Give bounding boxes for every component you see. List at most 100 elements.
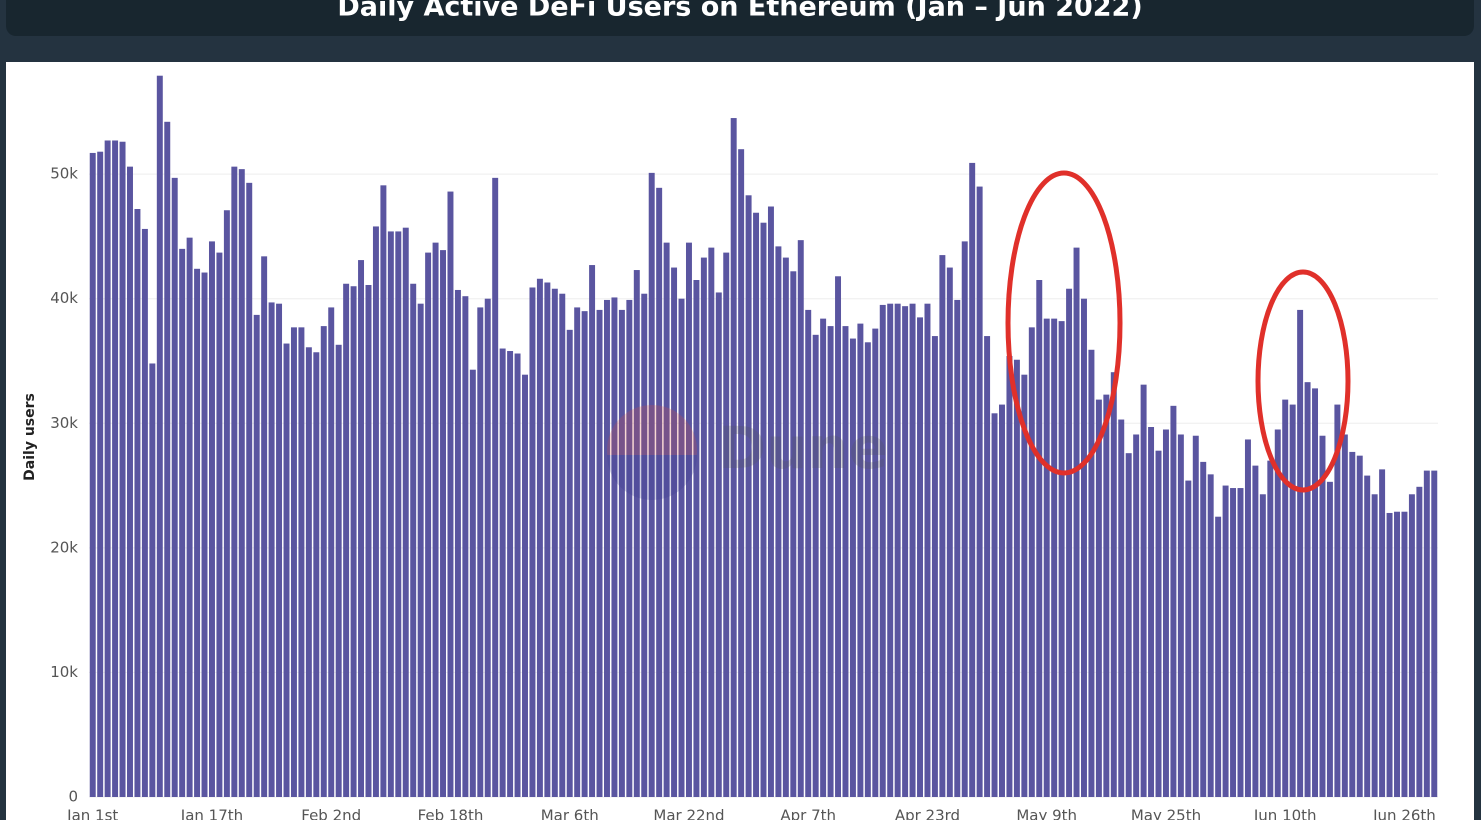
bar <box>1162 429 1169 797</box>
bar <box>760 222 767 798</box>
bar <box>656 187 663 798</box>
bar <box>797 240 804 798</box>
bar <box>432 242 439 797</box>
bar <box>1088 349 1095 797</box>
bar <box>156 75 163 798</box>
bar <box>477 307 484 797</box>
bar <box>1103 394 1110 797</box>
bar <box>1386 512 1393 797</box>
bar <box>164 121 171 797</box>
bar <box>909 303 916 797</box>
x-tick-label: Jun 26th <box>1372 807 1436 820</box>
bar <box>417 303 424 797</box>
bar <box>767 206 774 797</box>
bar <box>1006 356 1013 797</box>
bar <box>1185 480 1192 797</box>
x-tick-label: Mar 6th <box>541 807 599 820</box>
bar <box>1416 486 1423 797</box>
bar <box>782 257 789 798</box>
x-tick-label: Apr 23rd <box>895 807 960 820</box>
bar <box>440 250 447 797</box>
bar <box>544 282 551 797</box>
bar <box>1371 494 1378 797</box>
bar <box>864 342 871 797</box>
bar <box>216 252 223 798</box>
bar <box>917 317 923 797</box>
bar <box>954 299 961 797</box>
bar <box>805 309 812 797</box>
bar <box>663 242 670 797</box>
x-tick-label: Feb 18th <box>418 807 484 820</box>
x-tick-label: Jun 10th <box>1253 807 1317 820</box>
bar <box>648 172 655 798</box>
bar <box>775 246 782 798</box>
bar <box>462 296 469 797</box>
bar <box>372 226 379 797</box>
bar <box>238 169 245 797</box>
bar <box>1319 435 1326 797</box>
bar <box>141 228 148 798</box>
bar <box>1364 475 1371 797</box>
y-tick-label: 20k <box>50 538 78 556</box>
bar <box>305 347 312 797</box>
bar <box>410 283 417 798</box>
bar <box>946 267 953 797</box>
bar <box>1259 494 1266 797</box>
bar <box>1252 465 1259 797</box>
bar <box>522 374 528 797</box>
bar <box>365 284 372 797</box>
bar <box>313 352 320 797</box>
bar <box>283 343 290 797</box>
x-tick-label: Jan 1st <box>66 807 118 820</box>
bar <box>939 255 946 798</box>
bar <box>1170 405 1177 797</box>
bar <box>1013 359 1020 797</box>
bar <box>589 265 596 797</box>
bar <box>1133 434 1140 797</box>
bar <box>708 247 715 797</box>
bar <box>820 318 827 797</box>
bar <box>753 212 760 797</box>
bar <box>298 327 305 797</box>
bar <box>1192 435 1199 797</box>
bar <box>559 293 566 797</box>
bar <box>425 252 432 798</box>
bar <box>879 304 886 797</box>
bar <box>276 303 283 797</box>
bar <box>924 303 931 797</box>
bar <box>1341 434 1348 797</box>
bar <box>849 338 856 797</box>
bar <box>1304 382 1311 797</box>
bar <box>97 151 104 797</box>
bar <box>119 141 126 797</box>
bar <box>1297 309 1304 797</box>
bar <box>104 140 111 798</box>
bar <box>402 227 409 797</box>
bar <box>1244 439 1251 797</box>
bar <box>1289 404 1296 797</box>
bar <box>208 241 215 797</box>
bar <box>380 185 387 797</box>
bar <box>1312 388 1319 797</box>
bar <box>1028 327 1035 797</box>
bar <box>745 195 752 797</box>
bar <box>678 298 685 797</box>
y-tick-label: 40k <box>50 289 78 307</box>
header-bar <box>6 0 1474 36</box>
bar <box>1080 298 1087 797</box>
bar <box>328 307 335 797</box>
bar <box>171 177 178 797</box>
bar <box>872 328 879 797</box>
bar <box>604 299 610 797</box>
bar <box>1155 450 1162 797</box>
bar <box>1177 434 1184 797</box>
bar <box>1140 384 1147 797</box>
bar <box>1237 488 1244 797</box>
bar <box>626 299 633 797</box>
bar <box>253 314 260 797</box>
bar <box>1222 485 1229 797</box>
bar <box>186 237 193 798</box>
watermark: Dune <box>607 405 888 500</box>
bar <box>1207 474 1214 797</box>
